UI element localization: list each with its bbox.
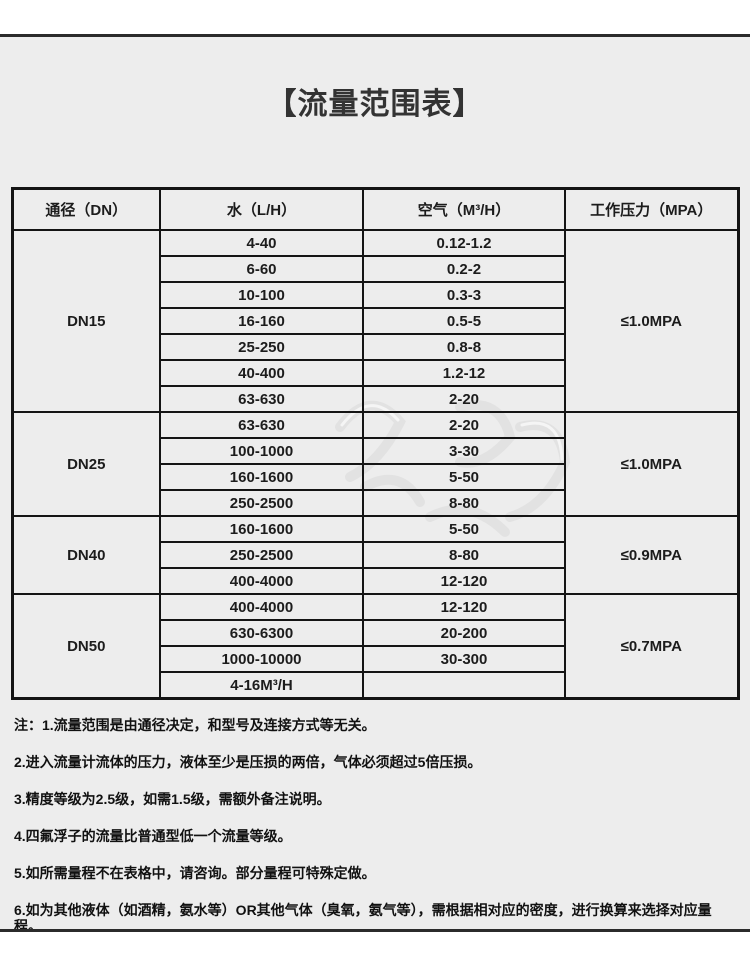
page-title: 【流量范围表】 [266, 88, 484, 121]
cell-water: 4-16M³/H [159, 671, 364, 700]
cell-air: 5-50 [362, 463, 566, 491]
table-row: 160-1600 5-50 [12, 463, 738, 491]
table-row: 63-630 2-20 [12, 385, 738, 413]
cell-pressure-dn15: ≤1.0MPA [564, 229, 739, 413]
cell-air: 8-80 [362, 489, 566, 517]
cell-air [362, 671, 566, 700]
note-3: 3.精度等级为2.5级，如需1.5级，需额外备注说明。 [14, 791, 331, 807]
table-row: 630-6300 20-200 [12, 619, 738, 647]
cell-dn40: DN40 [11, 515, 161, 595]
cell-water: 63-630 [159, 411, 364, 439]
header-air: 空气（M³/H） [362, 187, 566, 231]
cell-water: 160-1600 [159, 515, 364, 543]
table-row: DN15 4-40 0.12-1.2 ≤1.0MPA [11, 229, 739, 413]
table-header-row: 通径（DN） 水（L/H） 空气（M³/H） 工作压力（MPA） [11, 187, 739, 231]
flow-range-section: 【流量范围表】 通径（DN） 水（L/H） 空气（M³/H） 工作压力（MPA）… [0, 34, 750, 932]
cell-water: 10-100 [159, 281, 364, 309]
cell-air: 12-120 [362, 567, 566, 595]
note-4: 4.四氟浮子的流量比普通型低一个流量等级。 [14, 828, 292, 844]
cell-water: 250-2500 [159, 489, 364, 517]
table-row: 250-2500 8-80 [12, 541, 738, 569]
cell-pressure-dn25: ≤1.0MPA [564, 411, 739, 517]
table-row: 40-400 1.2-12 [12, 359, 738, 387]
table-row: 400-4000 12-120 [12, 567, 738, 595]
cell-air: 20-200 [362, 619, 566, 647]
cell-dn15: DN15 [11, 229, 161, 413]
cell-water: 100-1000 [159, 437, 364, 465]
cell-air: 0.2-2 [362, 255, 566, 283]
cell-air: 5-50 [362, 515, 566, 543]
table-row: 10-100 0.3-3 [12, 281, 738, 309]
cell-air: 0.8-8 [362, 333, 566, 361]
cell-water: 40-400 [159, 359, 364, 387]
cell-pressure-dn50: ≤0.7MPA [564, 593, 739, 700]
cell-water: 630-6300 [159, 619, 364, 647]
note-6: 6.如为其他液体（如酒精，氨水等）OR其他气体（臭氧，氨气等），需根据相对应的密… [14, 902, 712, 932]
cell-water: 1000-10000 [159, 645, 364, 673]
cell-water: 4-40 [159, 229, 364, 257]
cell-air: 8-80 [362, 541, 566, 569]
table-row: DN25 63-630 2-20 ≤1.0MPA [11, 411, 739, 517]
cell-water: 160-1600 [159, 463, 364, 491]
cell-water: 400-4000 [159, 593, 364, 621]
cell-air: 1.2-12 [362, 359, 566, 387]
table-row: 250-2500 8-80 [12, 489, 738, 517]
cell-air: 3-30 [362, 437, 566, 465]
flow-range-table: 通径（DN） 水（L/H） 空气（M³/H） 工作压力（MPA） DN15 4-… [10, 187, 740, 700]
cell-air: 30-300 [362, 645, 566, 673]
table-row: 1000-10000 30-300 [12, 645, 738, 673]
cell-water: 63-630 [159, 385, 364, 413]
footnotes: 注：1.流量范围是由通径决定，和型号及连接方式等无关。 2.进入流量计流体的压力… [14, 717, 736, 932]
cell-water: 16-160 [159, 307, 364, 335]
header-pressure: 工作压力（MPA） [564, 187, 739, 231]
cell-water: 25-250 [159, 333, 364, 361]
cell-pressure-dn40: ≤0.9MPA [564, 515, 739, 595]
table-row: DN50 400-4000 12-120 ≤0.7MPA [11, 593, 739, 700]
table-row: 100-1000 3-30 [12, 437, 738, 465]
table-row: 4-16M³/H [12, 671, 738, 700]
note-2: 2.进入流量计流体的压力，液体至少是压损的两倍，气体必须超过5倍压损。 [14, 754, 482, 770]
note-5: 5.如所需量程不在表格中，请咨询。部分量程可特殊定做。 [14, 865, 376, 881]
top-margin [0, 0, 750, 34]
table-row: 25-250 0.8-8 [12, 333, 738, 361]
cell-air: 0.3-3 [362, 281, 566, 309]
table-row: DN40 160-1600 5-50 ≤0.9MPA [11, 515, 739, 595]
cell-dn50: DN50 [11, 593, 161, 700]
header-water: 水（L/H） [159, 187, 364, 231]
table-row: 16-160 0.5-5 [12, 307, 738, 335]
cell-air: 2-20 [362, 385, 566, 413]
cell-water: 6-60 [159, 255, 364, 283]
cell-air: 2-20 [362, 411, 566, 439]
bottom-margin [0, 932, 750, 954]
note-1: 注：1.流量范围是由通径决定，和型号及连接方式等无关。 [14, 717, 376, 733]
header-dn: 通径（DN） [11, 187, 161, 231]
cell-air: 0.12-1.2 [362, 229, 566, 257]
cell-dn25: DN25 [11, 411, 161, 517]
cell-water: 400-4000 [159, 567, 364, 595]
cell-air: 0.5-5 [362, 307, 566, 335]
cell-air: 12-120 [362, 593, 566, 621]
table-row: 6-60 0.2-2 [12, 255, 738, 283]
cell-water: 250-2500 [159, 541, 364, 569]
